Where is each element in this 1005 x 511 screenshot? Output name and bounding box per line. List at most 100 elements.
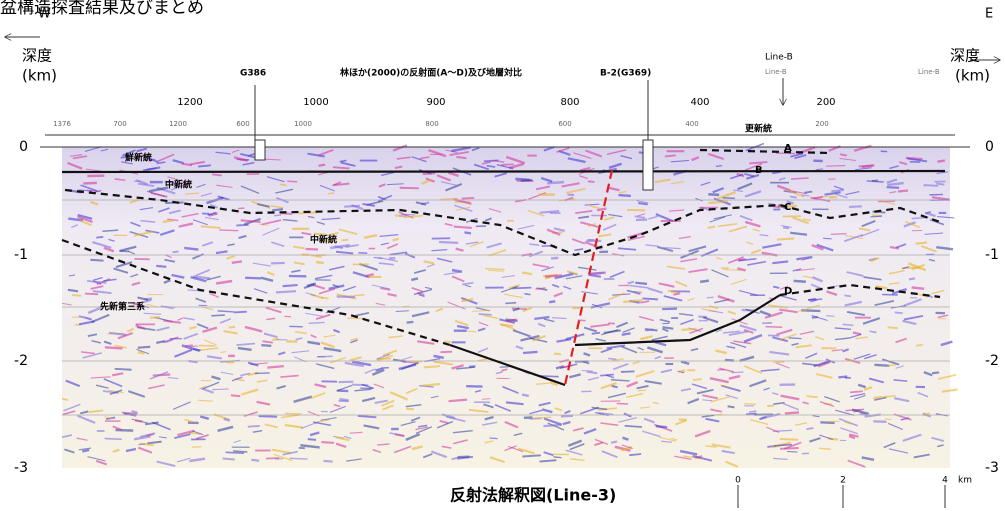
seismic-trace	[146, 433, 154, 437]
seismic-trace	[908, 277, 916, 281]
seismic-trace	[532, 263, 550, 269]
seismic-trace	[725, 394, 738, 400]
seismic-trace	[430, 395, 439, 399]
seismic-trace	[870, 256, 880, 263]
seismic-trace	[600, 347, 613, 354]
seismic-trace	[90, 200, 99, 206]
seismic-trace	[316, 363, 335, 370]
seismic-trace	[553, 291, 563, 298]
seismic-trace	[874, 396, 887, 401]
seismic-trace	[333, 403, 341, 408]
seismic-trace	[826, 315, 835, 317]
seismic-trace	[195, 269, 211, 277]
seismic-trace	[712, 187, 725, 194]
seismic-trace	[612, 363, 629, 371]
seismic-trace	[636, 200, 649, 204]
seismic-trace	[702, 316, 719, 324]
seismic-trace	[769, 350, 790, 356]
seismic-trace	[375, 367, 384, 372]
seismic-trace	[237, 346, 252, 351]
distance-label: 900	[426, 97, 445, 108]
seismic-trace	[715, 165, 723, 168]
seismic-trace	[339, 159, 347, 163]
seismic-trace	[831, 188, 844, 193]
seismic-trace	[274, 214, 282, 217]
seismic-trace	[96, 235, 104, 239]
seismic-trace	[860, 228, 880, 238]
seismic-trace	[547, 422, 565, 431]
seismic-trace	[65, 379, 81, 388]
seismic-trace	[465, 241, 479, 245]
depth-tick-label: -3	[985, 460, 999, 476]
seismic-trace	[618, 193, 631, 198]
seismic-trace	[911, 286, 925, 291]
seismic-trace	[468, 408, 489, 414]
seismic-trace	[562, 420, 571, 426]
seismic-trace	[600, 381, 617, 390]
seismic-trace	[472, 309, 491, 312]
seismic-trace	[868, 377, 885, 384]
seismic-trace	[156, 161, 166, 165]
seismic-trace	[907, 262, 927, 272]
seismic-trace	[441, 445, 452, 449]
seismic-trace	[316, 355, 333, 358]
seismic-trace	[752, 228, 760, 232]
seismic-trace	[700, 181, 711, 186]
seismic-trace	[642, 297, 658, 301]
seismic-trace	[844, 294, 852, 298]
seismic-trace	[731, 318, 748, 325]
seismic-trace	[67, 288, 79, 293]
seismic-trace	[773, 457, 788, 461]
seismic-trace	[629, 284, 649, 289]
seismic-trace	[645, 328, 654, 332]
seismic-trace	[846, 271, 864, 277]
seismic-trace	[237, 207, 245, 210]
seismic-trace	[848, 433, 859, 438]
seismic-trace	[284, 423, 304, 429]
distance-label: 400	[690, 97, 709, 108]
seismic-trace	[692, 454, 713, 462]
seismic-trace	[310, 392, 326, 400]
seismic-trace	[159, 229, 175, 237]
seismic-trace	[845, 190, 860, 196]
seismic-trace	[328, 265, 345, 271]
seismic-trace	[404, 252, 416, 259]
seismic-trace	[436, 174, 452, 182]
seismic-trace	[662, 327, 669, 333]
seismic-trace	[156, 340, 166, 344]
seismic-trace	[855, 336, 869, 340]
seismic-trace	[109, 389, 123, 395]
seismic-trace	[452, 430, 473, 434]
seismic-trace	[540, 176, 553, 183]
seismic-trace	[138, 443, 146, 446]
seismic-trace	[779, 333, 797, 341]
seismic-trace	[501, 368, 508, 372]
seismic-trace	[815, 168, 824, 171]
seismic-trace	[521, 271, 533, 276]
seismic-trace	[310, 334, 317, 339]
seismic-trace	[620, 155, 633, 160]
seismic-trace	[167, 176, 186, 183]
seismic-trace	[626, 392, 644, 398]
seismic-trace	[791, 177, 809, 180]
seismic-trace	[530, 337, 548, 343]
seismic-trace	[579, 175, 588, 180]
seismic-trace	[433, 354, 445, 360]
seismic-trace	[312, 283, 326, 290]
seismic-trace	[702, 399, 713, 402]
seismic-trace	[826, 290, 838, 296]
seismic-trace	[515, 345, 524, 350]
seismic-trace	[863, 386, 873, 391]
seismic-trace	[643, 417, 655, 424]
seismic-trace	[81, 448, 90, 453]
seismic-trace	[473, 163, 490, 171]
seismic-trace	[431, 249, 448, 252]
caption: 反射法解釈図(Line-3)	[450, 486, 616, 505]
seismic-trace	[417, 340, 435, 345]
seismic-trace	[601, 450, 618, 459]
seismic-trace	[126, 327, 134, 333]
seismic-trace	[192, 275, 211, 280]
seismic-trace	[727, 256, 744, 264]
seismic-trace	[242, 161, 255, 166]
seismic-trace	[527, 209, 545, 217]
